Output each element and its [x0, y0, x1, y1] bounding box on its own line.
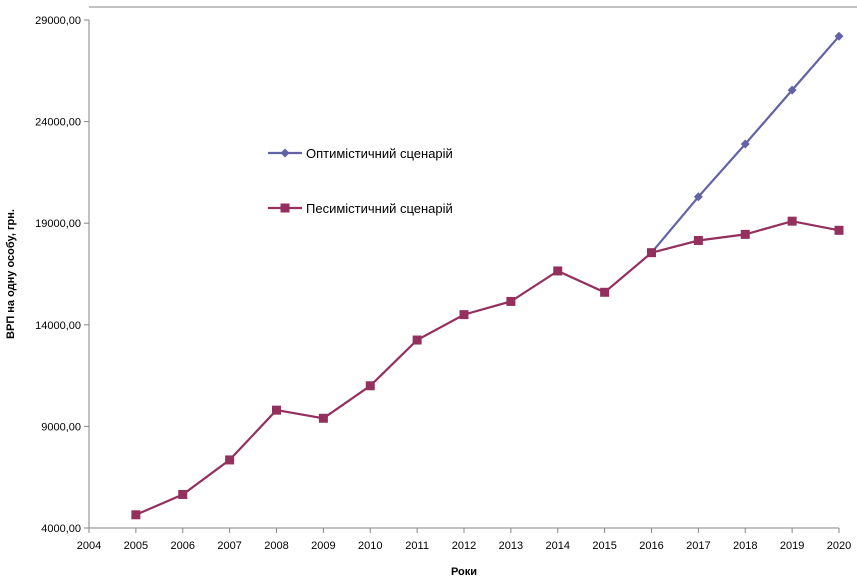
- data-point: [740, 229, 750, 239]
- legend-item: Оптимістичний сценарій: [268, 146, 453, 161]
- series-line: [135, 220, 840, 516]
- data-point: [787, 85, 797, 95]
- x-tick-label: 2007: [217, 540, 241, 552]
- data-point: [834, 225, 844, 235]
- x-tick-label: 2011: [405, 540, 429, 552]
- legend-label: Оптимістичний сценарій: [306, 146, 453, 161]
- x-tick-label: 2009: [311, 540, 335, 552]
- data-point: [787, 216, 797, 226]
- y-tick-label: 9000,00: [41, 421, 81, 433]
- x-tick-label: 2005: [124, 540, 148, 552]
- data-point: [693, 192, 703, 202]
- legend-label: Песимістичний сценарій: [306, 201, 453, 216]
- axes: 4000,00 9000,00 14000,00 19000,00 24000,00 29…: [35, 6, 857, 552]
- x-tick-label: 2004: [77, 540, 101, 552]
- data-point: [600, 287, 610, 297]
- x-tick-label: 2012: [452, 540, 476, 552]
- x-tick-label: 2015: [592, 540, 616, 552]
- data-point: [318, 413, 328, 423]
- data-point: [693, 235, 703, 245]
- data-point: [365, 381, 375, 391]
- data-point: [459, 310, 469, 320]
- series-pessimistic: [131, 216, 844, 520]
- data-point: [131, 510, 141, 520]
- x-tick-label: 2010: [358, 540, 382, 552]
- y-tick-label: 4000,00: [41, 523, 81, 535]
- legend-marker: [280, 203, 290, 213]
- y-axis-title: ВРП на одну особу, грн.: [5, 209, 17, 339]
- x-tick-label: 2013: [499, 540, 523, 552]
- y-tick-label: 29000,00: [35, 15, 81, 27]
- x-tick-label: 2014: [546, 540, 570, 552]
- x-tick-label: 2008: [264, 540, 288, 552]
- legend-item: Песимістичний сценарій: [268, 201, 453, 216]
- x-tick-label: 2020: [827, 540, 851, 552]
- x-tick-label: 2019: [780, 540, 804, 552]
- x-tick-label: 2018: [733, 540, 757, 552]
- data-point: [225, 455, 235, 465]
- series-optimistic: [647, 31, 844, 258]
- data-point: [506, 296, 516, 306]
- x-tick-label: 2017: [686, 540, 710, 552]
- data-point: [647, 248, 656, 258]
- y-tick-label: 24000,00: [35, 117, 81, 129]
- data-point: [178, 489, 188, 499]
- data-point: [412, 335, 422, 345]
- x-tick-label: 2016: [639, 540, 663, 552]
- data-point: [553, 266, 563, 276]
- legend: Оптимістичний сценарій Песимістичний сцен…: [268, 146, 453, 216]
- data-point: [740, 139, 750, 149]
- data-point: [272, 405, 281, 415]
- y-tick-label: 19000,00: [35, 218, 81, 230]
- data-point: [834, 31, 844, 41]
- x-tick-label: 2006: [171, 540, 195, 552]
- legend-marker: [280, 148, 290, 158]
- x-axis-title: Роки: [451, 566, 477, 578]
- y-tick-label: 14000,00: [35, 320, 81, 332]
- series-layer: [131, 31, 844, 520]
